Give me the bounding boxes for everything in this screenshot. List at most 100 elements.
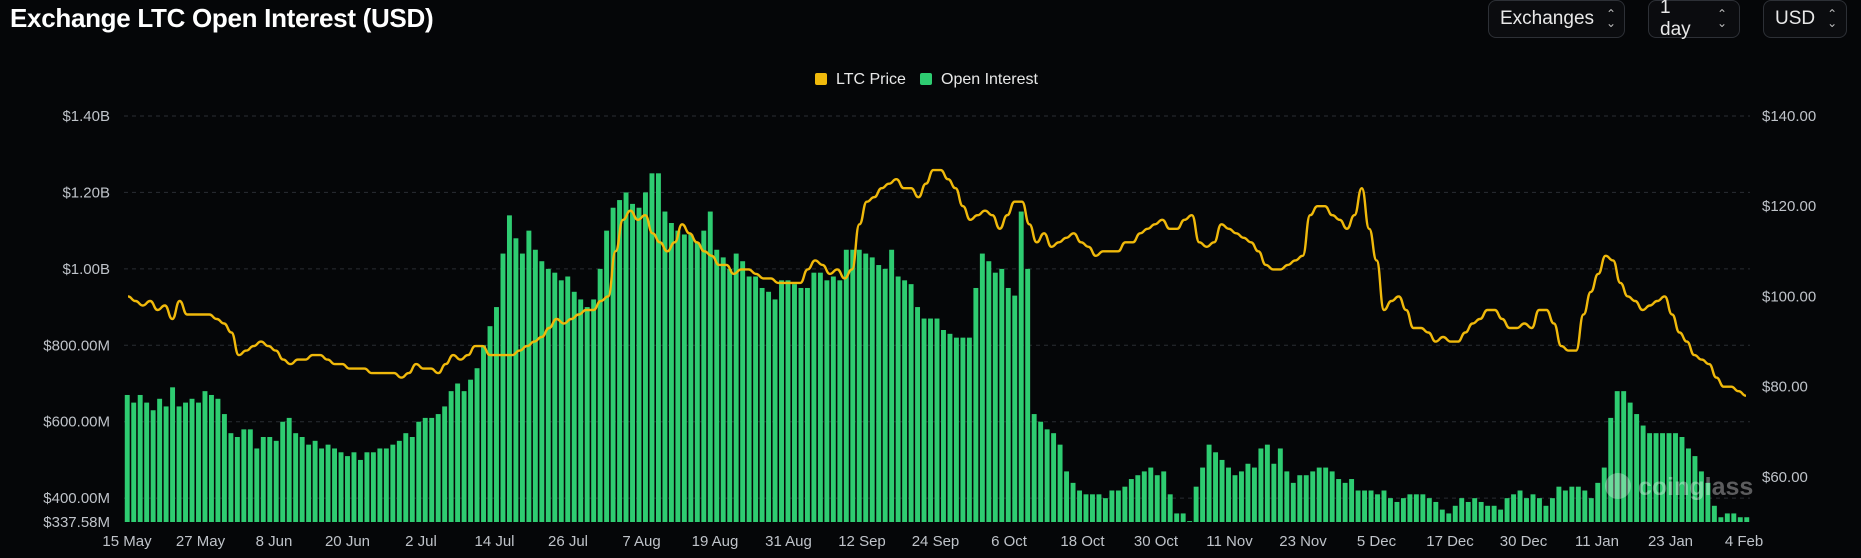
open-interest-bar bbox=[1705, 482, 1711, 522]
open-interest-bar bbox=[1316, 467, 1322, 522]
open-interest-bar bbox=[1329, 471, 1335, 522]
open-interest-bar bbox=[1057, 444, 1063, 522]
open-interest-bar bbox=[565, 276, 571, 522]
open-interest-bar bbox=[1018, 211, 1024, 523]
exchanges-selector[interactable]: Exchanges ⌃ ⌄ bbox=[1488, 0, 1625, 38]
open-interest-bar bbox=[1038, 421, 1044, 522]
open-interest-bar bbox=[953, 337, 959, 522]
open-interest-bar bbox=[1588, 498, 1594, 522]
legend-label[interactable]: LTC Price bbox=[836, 71, 906, 88]
open-interest-bar bbox=[1180, 513, 1186, 522]
x-tick-label: 24 Sep bbox=[912, 533, 960, 550]
open-interest-bar bbox=[1549, 498, 1555, 522]
open-interest-bar bbox=[1213, 452, 1219, 522]
open-interest-bar bbox=[189, 398, 195, 522]
open-interest-bar bbox=[202, 391, 208, 522]
open-interest-bar bbox=[1005, 287, 1011, 522]
right-tick-label: $100.00 bbox=[1762, 288, 1816, 305]
open-interest-bar bbox=[157, 398, 163, 522]
open-interest-bar bbox=[1154, 475, 1160, 522]
open-interest-bar bbox=[1187, 521, 1193, 522]
open-interest-bar bbox=[876, 265, 882, 522]
open-interest-bar bbox=[1375, 494, 1380, 522]
open-interest-bar bbox=[1420, 494, 1426, 522]
currency-selector[interactable]: USD ⌃ ⌄ bbox=[1763, 0, 1847, 38]
chevron-up-down-icon: ⌃ ⌄ bbox=[1827, 7, 1838, 30]
open-interest-bar bbox=[241, 429, 247, 522]
open-interest-bar bbox=[1297, 475, 1303, 522]
open-interest-bar bbox=[1724, 513, 1730, 522]
open-interest-bar bbox=[610, 207, 616, 522]
open-interest-bar bbox=[494, 307, 499, 522]
open-interest-bar bbox=[1167, 494, 1173, 522]
open-interest-bar bbox=[1090, 494, 1095, 522]
open-interest-bar bbox=[1096, 494, 1102, 522]
x-tick-label: 2 Jul bbox=[405, 533, 437, 550]
x-tick-label: 17 Dec bbox=[1426, 533, 1474, 550]
open-interest-bar bbox=[1556, 486, 1562, 522]
open-interest-bar bbox=[163, 406, 169, 522]
open-interest-bar bbox=[1517, 490, 1523, 522]
open-interest-bar bbox=[1284, 471, 1290, 522]
open-interest-bar bbox=[1647, 433, 1653, 522]
open-interest-bar bbox=[1245, 463, 1251, 522]
open-interest-bar bbox=[1174, 513, 1180, 522]
legend-label[interactable]: Open Interest bbox=[941, 71, 1039, 88]
open-interest-bar bbox=[785, 280, 791, 522]
open-interest-bar bbox=[753, 276, 759, 522]
left-tick-label: $800.00M bbox=[43, 337, 110, 354]
x-tick-label: 15 May bbox=[102, 533, 152, 550]
open-interest-bar bbox=[1368, 490, 1374, 522]
open-interest-bar bbox=[792, 284, 797, 522]
open-interest-bar bbox=[1251, 467, 1257, 522]
open-interest-bar bbox=[150, 410, 156, 522]
open-interest-bar bbox=[1426, 498, 1432, 522]
x-tick-label: 27 May bbox=[176, 533, 226, 550]
open-interest-bar bbox=[1439, 509, 1445, 522]
ltc-price-series-line bbox=[127, 168, 1747, 397]
open-interest-bar bbox=[571, 291, 577, 522]
open-interest-bar bbox=[1135, 475, 1141, 522]
open-interest-bar bbox=[668, 223, 674, 522]
open-interest-bar bbox=[474, 368, 480, 522]
open-interest-bar bbox=[396, 440, 402, 522]
right-tick-label: $140.00 bbox=[1762, 108, 1816, 125]
open-interest-bar bbox=[1537, 498, 1542, 522]
open-interest-bar bbox=[1413, 494, 1419, 522]
coinglass-logo-icon bbox=[1605, 473, 1631, 499]
open-interest-bar bbox=[176, 406, 182, 522]
open-interest-bar bbox=[1336, 479, 1342, 522]
open-interest-bar bbox=[1206, 444, 1212, 522]
open-interest-bar bbox=[196, 402, 201, 522]
open-interest-bar bbox=[429, 417, 435, 522]
open-interest-bar bbox=[597, 268, 603, 522]
x-tick-label: 30 Dec bbox=[1500, 533, 1548, 550]
open-interest-bar bbox=[306, 444, 312, 522]
open-interest-bar bbox=[1226, 467, 1231, 522]
open-interest-bar bbox=[299, 437, 305, 522]
open-interest-bar bbox=[869, 257, 875, 522]
open-interest-bar bbox=[228, 433, 234, 522]
open-interest-bar bbox=[1083, 494, 1089, 522]
open-interest-bar bbox=[1303, 475, 1309, 522]
open-interest-bar bbox=[979, 253, 985, 522]
open-interest-bar bbox=[1193, 486, 1199, 522]
interval-selector[interactable]: 1 day ⌃ ⌄ bbox=[1648, 0, 1740, 40]
open-interest-bar bbox=[293, 433, 299, 522]
open-interest-bar bbox=[1608, 417, 1614, 522]
open-interest-bar bbox=[1478, 501, 1484, 522]
open-interest-bar bbox=[1362, 490, 1368, 522]
currency-selector-label: USD bbox=[1775, 8, 1816, 29]
open-interest-bar bbox=[1472, 498, 1478, 522]
open-interest-bar bbox=[694, 242, 700, 523]
open-interest-bar bbox=[267, 437, 273, 522]
open-interest-bar bbox=[1323, 467, 1329, 522]
open-interest-bar bbox=[377, 448, 383, 522]
open-interest-bar bbox=[325, 444, 331, 522]
open-interest-bar bbox=[1381, 490, 1387, 522]
open-interest-bar bbox=[1258, 448, 1264, 522]
open-interest-bar bbox=[733, 253, 739, 522]
open-interest-bar bbox=[843, 249, 849, 522]
open-interest-bar bbox=[1271, 463, 1277, 522]
open-interest-bar bbox=[1012, 295, 1018, 522]
